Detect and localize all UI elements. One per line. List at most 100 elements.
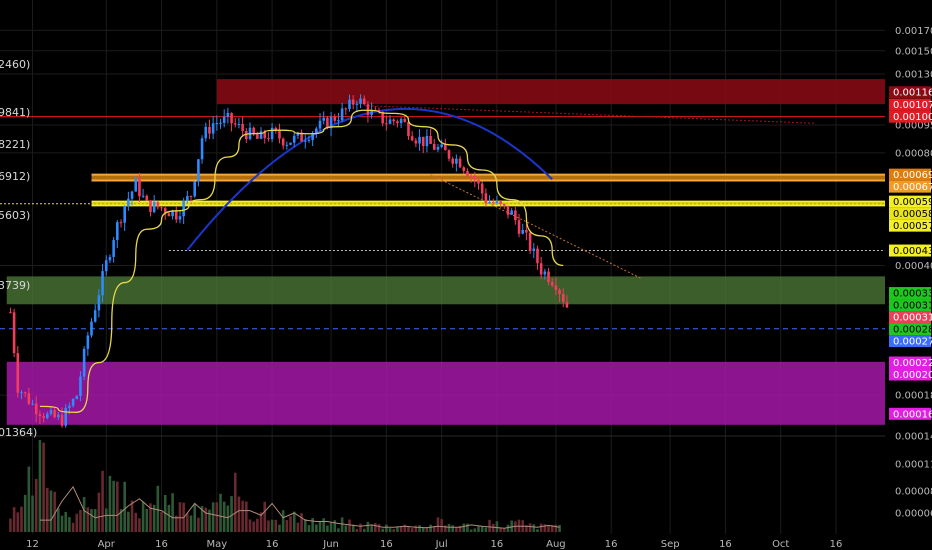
price-label-badge	[889, 168, 931, 181]
candle	[64, 407, 68, 426]
candle	[20, 392, 23, 394]
candle	[303, 140, 307, 142]
x-tick-label: 16	[605, 539, 618, 550]
left-partial-label: 9841)	[0, 106, 30, 119]
volume-bar	[90, 509, 93, 532]
volume-bar	[38, 439, 42, 532]
x-tick-label: Jul	[435, 539, 448, 550]
candle	[392, 119, 396, 122]
x-tick-label: 16	[155, 539, 168, 550]
candle	[418, 136, 421, 144]
candle	[16, 353, 20, 393]
price-label-text: 0.0003375	[893, 289, 932, 300]
candle	[119, 222, 123, 224]
volume-bar	[377, 524, 381, 532]
volume-bar	[399, 526, 403, 532]
volume-bar	[49, 490, 53, 532]
volume-bar	[193, 503, 196, 532]
candle	[233, 123, 237, 125]
volume-bar	[134, 512, 138, 532]
volume-bar	[278, 524, 281, 532]
volume-bar	[447, 523, 451, 532]
volume-bar	[93, 509, 97, 532]
volume-bar	[296, 522, 300, 532]
candle	[219, 122, 222, 124]
candle	[399, 118, 403, 124]
price-label-text: 0.0004385	[893, 246, 932, 257]
volume-bar	[348, 519, 351, 532]
volume-bar	[79, 509, 82, 532]
arc-layer	[186, 108, 553, 251]
candle	[82, 348, 86, 377]
volume-bar	[547, 525, 550, 532]
price-label-badge	[889, 299, 931, 312]
volume-bar	[436, 517, 440, 532]
volume-bar	[318, 521, 322, 532]
left-partial-label: 3739)	[0, 279, 30, 292]
volume-bar	[370, 524, 373, 532]
volume-bar	[112, 480, 115, 532]
candle	[407, 121, 410, 137]
volume-bar	[451, 525, 454, 532]
candle	[53, 410, 56, 418]
candle	[145, 195, 149, 201]
volume-bar	[525, 525, 528, 532]
candle	[75, 395, 79, 400]
x-tick-label: 16	[719, 539, 732, 550]
candle	[503, 203, 506, 206]
candle	[156, 201, 160, 208]
candle	[182, 200, 185, 217]
price-label-text: 0.0001605	[893, 409, 932, 420]
candle	[237, 123, 241, 125]
candle	[340, 108, 344, 121]
volume-bar	[388, 528, 392, 532]
x-tick-label: Oct	[772, 539, 789, 550]
candle	[344, 108, 348, 110]
volume-bar	[455, 527, 458, 532]
volume-bar	[27, 466, 31, 532]
candle	[123, 205, 126, 223]
candle	[167, 213, 171, 217]
candle	[90, 321, 93, 336]
candle	[311, 132, 314, 140]
volume-bar	[488, 519, 491, 532]
volume-bar	[333, 520, 337, 532]
candle	[163, 208, 167, 214]
volume-bar	[104, 508, 108, 532]
candle	[425, 135, 429, 147]
y-axis[interactable]: 0.00170000.00150000.00130000.00095000.00…	[885, 0, 932, 550]
volume-bar	[425, 526, 429, 532]
volume-bar	[64, 511, 68, 532]
volume-bar	[528, 523, 532, 532]
candle	[421, 136, 425, 147]
volume-bar	[270, 519, 274, 532]
candle	[447, 150, 451, 159]
candle	[38, 414, 42, 417]
volume-bar	[71, 522, 75, 532]
volume-bar	[171, 493, 174, 532]
candle	[27, 393, 31, 404]
y-tick-label: 0.0009500	[895, 120, 932, 131]
candle	[138, 178, 141, 197]
volume-bar	[484, 527, 488, 532]
volume-bar	[233, 472, 237, 532]
candle	[252, 127, 255, 135]
volume-bar	[141, 501, 145, 532]
volume-bar	[152, 504, 156, 532]
volume-bar	[45, 487, 49, 532]
y-tick-label: 0.0008000	[895, 148, 932, 159]
candle	[60, 414, 64, 426]
volume-bar	[351, 524, 355, 532]
volume-bar	[123, 481, 126, 532]
x-axis[interactable]: 12 Apr 16 May 16 Jun 16 Jul 16 Aug 16 Sep 16 Oct 16	[0, 534, 932, 550]
y-tick-label: 0.0013000	[895, 70, 932, 81]
candle	[263, 131, 267, 139]
volume-bar	[31, 495, 34, 532]
volume-bar	[307, 525, 311, 532]
price-label-text: 0.0010000	[893, 112, 932, 123]
candle	[333, 116, 337, 121]
volume-bar	[539, 523, 543, 532]
candle	[49, 410, 53, 414]
candle	[108, 256, 112, 261]
